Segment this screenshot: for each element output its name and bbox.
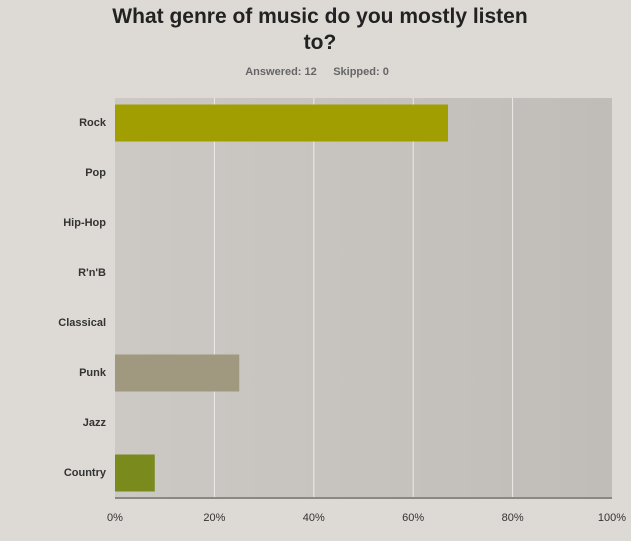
bar bbox=[115, 454, 155, 492]
chart-title: What genre of music do you mostly listen… bbox=[112, 5, 528, 54]
plot-area bbox=[115, 98, 612, 498]
answered: Answered: 12 bbox=[245, 66, 317, 78]
x-tick-label: 100% bbox=[598, 512, 626, 524]
y-tick-label: Jazz bbox=[83, 417, 107, 429]
x-tick-label: 80% bbox=[502, 512, 524, 524]
x-tick-label: 20% bbox=[203, 512, 225, 524]
x-tick-label: 0% bbox=[107, 512, 123, 524]
y-tick-label: Hip-Hop bbox=[63, 217, 106, 229]
x-tick-label: 40% bbox=[303, 512, 325, 524]
y-tick-label: Punk bbox=[79, 367, 107, 379]
y-tick-label: Pop bbox=[85, 167, 106, 179]
y-tick-label: Classical bbox=[58, 317, 106, 329]
y-tick-label: Country bbox=[64, 467, 107, 479]
x-tick-label: 60% bbox=[402, 512, 424, 524]
bar bbox=[115, 354, 240, 392]
y-tick-label: R'n'B bbox=[78, 267, 106, 279]
bar bbox=[115, 104, 448, 142]
y-tick-label: Rock bbox=[79, 117, 107, 129]
skipped: Skipped: 0 bbox=[333, 66, 389, 78]
